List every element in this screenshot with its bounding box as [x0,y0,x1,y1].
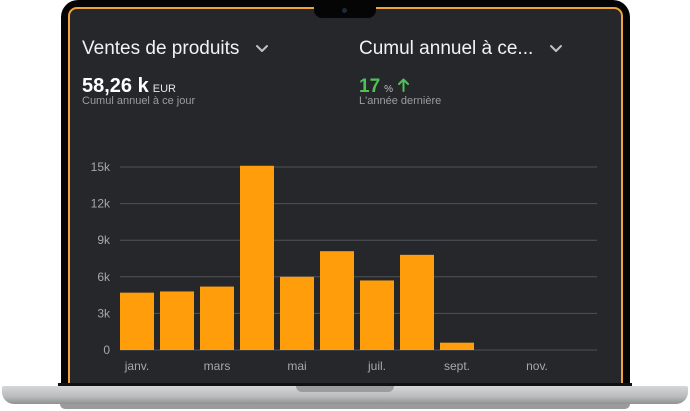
bar-8[interactable] [440,342,474,350]
y-tick-label: 12k [91,197,111,211]
x-tick-label: mars [204,359,231,373]
bar-0[interactable] [120,292,154,350]
chevron-down-icon [256,45,269,52]
trend-indicator: 17 % [359,76,410,98]
bar-4[interactable] [280,276,314,350]
bar-7[interactable] [400,254,434,350]
bar-2[interactable] [200,286,234,350]
x-tick-label: juil. [367,359,386,373]
y-tick-label: 9k [97,233,111,247]
trend-unit: % [384,84,394,95]
trend-caption: L'année dernière [359,95,442,107]
metric-selector-label: Ventes de produits [82,38,240,59]
x-tick-label: mai [287,359,306,373]
sales-bar-chart: 0 3k 6k 9k 12k 15k janv. mars mai juil. sept. nov. [91,160,597,373]
x-tick-label: janv. [124,359,149,373]
total-value-number: 58,26 k [82,75,149,97]
currency-label: EUR [152,83,176,95]
y-tick-label: 15k [91,160,111,174]
period-selector-label: Cumul annuel à ce... [359,38,534,59]
arrow-up-icon [398,78,410,92]
y-tick-label: 6k [97,270,111,284]
trend-value: 17 [359,76,381,97]
camera-icon [342,8,347,13]
dashboard-screen: Ventes de produits Cumul annuel à ce... … [68,7,623,383]
bar-6[interactable] [360,280,394,350]
laptop-base [0,383,690,411]
metric-selector[interactable]: Ventes de produits [82,38,271,60]
total-value-caption: Cumul annuel à ce jour [82,95,196,107]
lid-opening-notch [296,386,394,392]
period-selector[interactable]: Cumul annuel à ce... [359,38,565,60]
chevron-down-icon [550,45,563,52]
y-tick-label: 3k [97,306,111,320]
bar-3[interactable] [240,165,274,350]
x-tick-label: sept. [444,359,470,373]
x-tick-label: nov. [526,359,548,373]
y-tick-label: 0 [103,343,110,357]
total-value: 58,26 k EUR [82,75,176,98]
bar-1[interactable] [160,291,194,350]
bar-5[interactable] [320,251,354,350]
